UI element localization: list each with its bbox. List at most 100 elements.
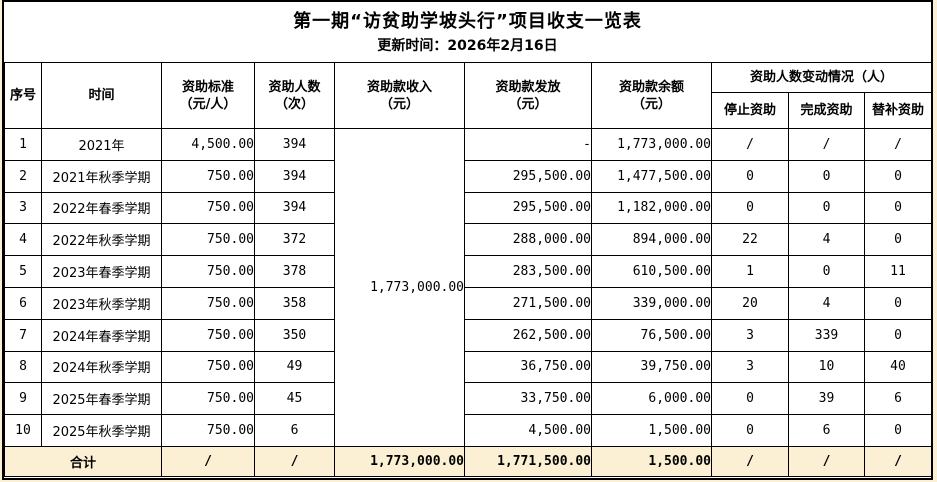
row-3-balance: 1,182,000.00 [591,191,712,225]
title-block: 第一期“访贫助学坡头行”项目收支一览表 更新时间：2026年2月16日 [4,2,931,62]
row-7-disbursed: 262,500.00 [464,318,592,352]
update-time: 更新时间：2026年2月16日 [377,38,558,54]
row-1-completed: / [788,128,865,161]
income-total-merged-cell: 1,773,000.00 [334,128,465,447]
row-1-disbursed: - [464,128,592,161]
total-count: / [254,445,335,477]
row-4-stopped: 22 [711,223,789,257]
row-5-standard: 750.00 [161,255,255,288]
row-1-period: 2021年 [41,128,162,161]
row-8-completed: 10 [788,350,865,384]
table-row: 8 2024年秋季学期 750.00 49 36,750.00 39,750.0… [4,350,933,384]
row-1-standard: 4,500.00 [161,128,255,161]
row-7-completed: 339 [788,318,865,352]
row-9-standard: 750.00 [161,382,255,416]
col-header-change-group: 资助人数变动情况（人） [710,62,933,93]
row-5-seq: 5 [4,255,42,288]
row-2-period: 2021年秋季学期 [41,159,162,193]
row-7-substitute: 0 [863,318,933,352]
row-10-disbursed: 4,500.00 [464,414,592,447]
row-3-standard: 750.00 [161,191,255,225]
col-header-substitute: 替补资助 [863,92,933,129]
total-completed: / [788,445,865,477]
total-balance: 1,500.00 [591,445,712,477]
row-1-stopped: / [711,128,789,161]
row-5-completed: 0 [788,255,865,288]
col-header-disbursed: 资助款发放 （元） [464,62,592,129]
row-10-stopped: 0 [711,414,789,447]
row-9-disbursed: 33,750.00 [464,382,592,416]
col-header-period: 时间 [41,62,162,129]
table-row: 6 2023年秋季学期 750.00 358 271,500.00 339,00… [4,286,933,320]
table-row: 1 2021年 4,500.00 394 1,773,000.00 - 1,77… [4,128,933,447]
row-4-balance: 894,000.00 [591,223,712,257]
row-9-period: 2025年春季学期 [41,382,162,416]
table-row: 2 2021年秋季学期 750.00 394 295,500.00 1,477,… [4,159,933,193]
total-standard: / [161,445,255,477]
row-8-period: 2024年秋季学期 [41,350,162,384]
col-header-stopped: 停止资助 [711,92,789,129]
row-9-balance: 6,000.00 [591,382,712,416]
col-header-seq: 序号 [4,62,42,129]
row-4-count: 372 [254,223,335,257]
row-10-standard: 750.00 [161,414,255,447]
total-row: 合计 / / 1,773,000.00 1,771,500.00 1,500.0… [4,445,933,477]
row-2-disbursed: 295,500.00 [464,159,592,193]
col-header-completed: 完成资助 [788,92,865,129]
row-5-period: 2023年春季学期 [41,255,162,288]
row-10-seq: 10 [4,414,42,447]
row-2-substitute: 0 [863,159,933,193]
row-4-seq: 4 [4,223,42,257]
row-5-balance: 610,500.00 [591,255,712,288]
row-9-substitute: 6 [863,382,933,416]
row-10-count: 6 [254,414,335,447]
row-7-period: 2024年春季学期 [41,318,162,352]
row-6-count: 358 [254,286,335,320]
row-6-completed: 4 [788,286,865,320]
row-8-disbursed: 36,750.00 [464,350,592,384]
col-header-income: 资助款收入 （元） [334,62,465,129]
col-header-balance: 资助款余额 （元） [591,62,712,129]
page-title: 第一期“访贫助学坡头行”项目收支一览表 [293,11,642,32]
row-6-seq: 6 [4,286,42,320]
row-7-balance: 76,500.00 [591,318,712,352]
row-8-stopped: 3 [711,350,789,384]
total-disbursed: 1,771,500.00 [464,445,592,477]
row-2-balance: 1,477,500.00 [591,159,712,193]
row-1-substitute: / [863,128,933,161]
row-6-substitute: 0 [863,286,933,320]
row-3-period: 2022年春季学期 [41,191,162,225]
row-9-stopped: 0 [711,382,789,416]
row-10-balance: 1,500.00 [591,414,712,447]
row-3-disbursed: 295,500.00 [464,191,592,225]
row-3-seq: 3 [4,191,42,225]
row-5-count: 378 [254,255,335,288]
row-4-standard: 750.00 [161,223,255,257]
row-2-seq: 2 [4,159,42,193]
row-3-completed: 0 [788,191,865,225]
table-row: 7 2024年春季学期 750.00 350 262,500.00 76,500… [4,318,933,352]
row-3-substitute: 0 [863,191,933,225]
row-9-seq: 9 [4,382,42,416]
row-7-standard: 750.00 [161,318,255,352]
row-7-stopped: 3 [711,318,789,352]
col-header-standard: 资助标准 （元/人） [161,62,255,129]
col-header-count: 资助人数 （次） [254,62,335,129]
row-8-seq: 8 [4,350,42,384]
row-8-count: 49 [254,350,335,384]
row-7-count: 350 [254,318,335,352]
row-5-stopped: 1 [711,255,789,288]
row-2-completed: 0 [788,159,865,193]
row-2-stopped: 0 [711,159,789,193]
table-row: 5 2023年春季学期 750.00 378 283,500.00 610,50… [4,255,933,288]
total-income: 1,773,000.00 [334,445,465,477]
table-row: 3 2022年春季学期 750.00 394 295,500.00 1,182,… [4,191,933,225]
row-6-balance: 339,000.00 [591,286,712,320]
row-10-period: 2025年秋季学期 [41,414,162,447]
row-3-stopped: 0 [711,191,789,225]
row-10-completed: 6 [788,414,865,447]
row-6-standard: 750.00 [161,286,255,320]
row-7-seq: 7 [4,318,42,352]
